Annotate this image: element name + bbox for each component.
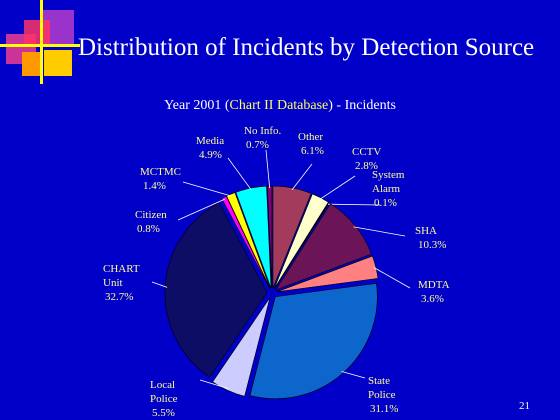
slice-label-state-police: State Police 31.1% — [368, 375, 398, 415]
pie-slice-mctmc — [226, 192, 271, 289]
slice-value-mdta: 3.6% — [421, 293, 444, 305]
leader-line-local-police — [199, 379, 229, 390]
pie-slice-state-police — [249, 282, 378, 400]
slice-value-media: 4.9% — [199, 149, 222, 161]
chart-title-part-3: ) - Incidents — [328, 98, 396, 113]
pie-slice-cctv — [273, 193, 329, 289]
slice-label-chart-unit: CHART Unit 32.7% — [103, 263, 140, 303]
slide-title: Distribution of Incidents by Detection S… — [78, 34, 535, 61]
slice-value-no-info: 0.7% — [246, 139, 269, 151]
leader-line-other — [291, 163, 313, 191]
leader-line-system-alarm — [327, 203, 381, 206]
pie-slice-local-police — [212, 297, 271, 397]
pie-slice-system-alarm — [274, 201, 330, 289]
pie-slice-mdta — [276, 255, 379, 293]
slice-label-no-info: No Info. 0.7% — [244, 125, 282, 151]
pie-slice-chart-unit — [164, 202, 268, 378]
pie-slice-citizen — [221, 195, 271, 289]
pie-slice-media — [235, 185, 272, 289]
leader-line-cctv — [319, 175, 356, 200]
slice-value-system-alarm: 0.1% — [374, 197, 397, 209]
slice-label-mdta: MDTA 3.6% — [418, 279, 450, 305]
slice-label-sha: SHA 10.3% — [415, 225, 446, 251]
slice-value-chart-unit: 32.7% — [105, 291, 133, 303]
leader-line-mctmc — [182, 181, 232, 197]
leader-line-no-info — [265, 149, 271, 189]
slice-label-other: Other 6.1% — [298, 131, 324, 157]
slice-label-media: Media 4.9% — [196, 135, 224, 161]
leader-line-sha — [353, 226, 406, 237]
slice-value-state-police: 31.1% — [370, 403, 398, 415]
leader-line-media — [227, 157, 252, 191]
chart-title-highlight: Chart II Database — [229, 98, 329, 113]
slice-label-mctmc: MCTMC 1.4% — [140, 166, 181, 192]
slice-value-sha: 10.3% — [418, 239, 446, 251]
slice-value-local-police: 5.5% — [152, 407, 175, 419]
leader-line-state-police — [341, 371, 366, 379]
pie-slice-sha — [275, 203, 372, 291]
slice-label-local-police: Local Police 5.5% — [150, 379, 178, 419]
chart-title-part-1: Year 2001 ( — [164, 98, 230, 113]
slice-label-cctv: CCTV 2.8% — [352, 146, 381, 172]
leader-line-citizen — [177, 198, 226, 221]
slice-value-cctv: 2.8% — [355, 160, 378, 172]
leader-line-mdta — [373, 267, 411, 289]
slice-value-citizen: 0.8% — [137, 223, 160, 235]
slice-label-system-alarm: System Alarm 0.1% — [372, 169, 405, 209]
pie-slice-other — [272, 185, 312, 289]
leader-line-chart-unit — [151, 281, 168, 288]
logo-squares-icon — [0, 0, 80, 84]
chart-title: Year 2001 (Chart II Database) - Incident… — [0, 98, 560, 114]
slice-value-mctmc: 1.4% — [143, 180, 166, 192]
slice-value-other: 6.1% — [301, 145, 324, 157]
slice-label-citizen: Citizen 0.8% — [135, 209, 167, 235]
page-number: 21 — [519, 400, 530, 412]
